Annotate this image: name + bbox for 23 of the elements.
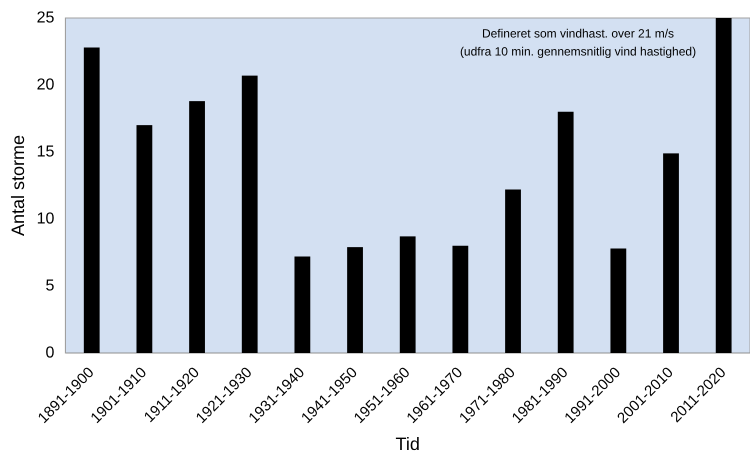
bar <box>347 247 363 353</box>
y-axis-title: Antal storme <box>8 134 28 236</box>
y-tick-label: 0 <box>45 344 54 362</box>
y-tick-label: 15 <box>36 143 54 160</box>
bar <box>189 101 205 353</box>
bar <box>242 76 258 353</box>
bar <box>558 112 574 353</box>
bar <box>716 18 732 353</box>
annotation: Defineret som vindhast. over 21 m/s <box>482 26 674 40</box>
y-tick-label: 5 <box>45 277 54 294</box>
bar <box>610 248 626 353</box>
bar <box>663 153 679 353</box>
bar <box>84 47 100 353</box>
x-axis-title: Tid <box>396 434 420 454</box>
y-tick-label: 20 <box>36 76 54 94</box>
bar <box>505 189 521 353</box>
bar <box>294 256 310 353</box>
annotation: (udfra 10 min. gennemsnitlig vind hastighed) <box>460 44 696 58</box>
bar <box>400 236 416 353</box>
y-tick-label: 25 <box>36 9 54 26</box>
bar <box>136 125 152 353</box>
bar <box>452 246 468 353</box>
y-tick-label: 10 <box>36 210 54 228</box>
